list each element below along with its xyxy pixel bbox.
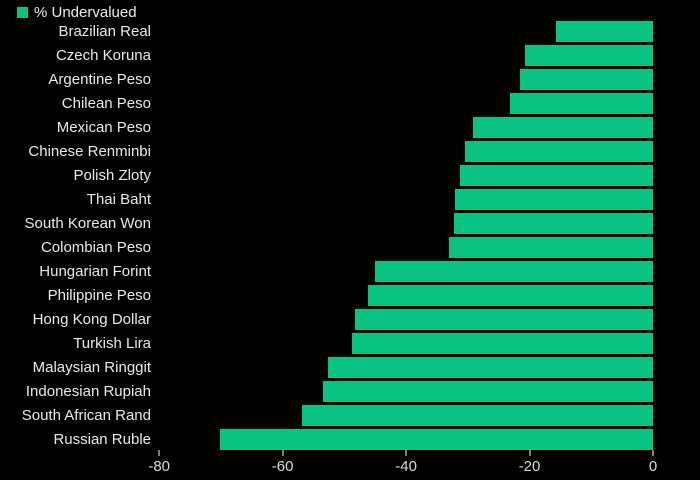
plot-cell xyxy=(153,381,653,405)
chart-row: South African Rand xyxy=(0,405,653,429)
plot-cell xyxy=(153,213,653,237)
legend-label: % Undervalued xyxy=(34,4,137,21)
chart-row: Chinese Renminbi xyxy=(0,141,653,165)
category-label-hong-kong-dollar: Hong Kong Dollar xyxy=(32,311,151,328)
chart-row: Chilean Peso xyxy=(0,93,653,117)
chart-row: Malaysian Ringgit xyxy=(0,357,653,381)
x-axis: -80 -60 -40 -20 0 xyxy=(148,450,657,480)
category-label-south-african-rand: South African Rand xyxy=(21,407,151,424)
plot-cell xyxy=(153,45,653,69)
x-axis-tick-label: -20 xyxy=(518,458,541,475)
category-label-south-korean-won: South Korean Won xyxy=(24,215,151,232)
chart-row: Polish Zloty xyxy=(0,165,653,189)
plot-cell xyxy=(153,285,653,309)
plot-cell xyxy=(153,309,653,333)
category-label-hungarian-forint: Hungarian Forint xyxy=(39,263,151,280)
bar-chilean-peso xyxy=(510,93,653,114)
x-axis-tick-mark xyxy=(158,450,161,456)
chart-row: Colombian Peso xyxy=(0,237,653,261)
chart-row: Argentine Peso xyxy=(0,69,653,93)
x-axis-tick-label: -40 xyxy=(395,458,417,475)
category-label-argentine-peso: Argentine Peso xyxy=(48,71,151,88)
chart-row: Hungarian Forint xyxy=(0,261,653,285)
plot-cell xyxy=(153,405,653,429)
chart-row: Indonesian Rupiah xyxy=(0,381,653,405)
bar-hungarian-forint xyxy=(374,261,653,282)
bar-hong-kong-dollar xyxy=(354,309,653,330)
chart-row: Hong Kong Dollar xyxy=(0,309,653,333)
plot-cell xyxy=(153,117,653,141)
bar-mexican-peso xyxy=(473,117,653,138)
chart-row: Turkish Lira xyxy=(0,333,653,357)
x-axis-tick-mark xyxy=(281,450,284,456)
chart-row: Mexican Peso xyxy=(0,117,653,141)
plot-cell xyxy=(153,189,653,213)
plot-cell xyxy=(153,357,653,381)
x-axis-tick-mark xyxy=(652,450,654,456)
plot-cell xyxy=(153,93,653,117)
category-label-philippine-peso: Philippine Peso xyxy=(47,287,151,304)
x-axis-tick-mark xyxy=(405,450,408,456)
category-label-indonesian-rupiah: Indonesian Rupiah xyxy=(25,383,151,400)
chart-row: Thai Baht xyxy=(0,189,653,213)
bars-area: Brazilian Real Czech Koruna Argentine Peso… xyxy=(0,21,653,453)
x-axis-tick-label: -60 xyxy=(271,458,294,475)
bar-russian-ruble xyxy=(220,429,653,450)
bar-south-african-rand xyxy=(301,405,653,426)
category-label-chinese-renminbi: Chinese Renminbi xyxy=(28,143,151,160)
bar-czech-koruna xyxy=(524,45,653,66)
plot-cell xyxy=(153,69,653,93)
legend-swatch-icon xyxy=(17,7,28,18)
plot-cell xyxy=(153,21,653,45)
bar-brazilian-real xyxy=(556,21,653,42)
chart-row: Brazilian Real xyxy=(0,21,653,45)
chart-row: South Korean Won xyxy=(0,213,653,237)
plot-cell xyxy=(153,141,653,165)
plot-cell xyxy=(153,261,653,285)
x-axis-tick-label: -80 xyxy=(148,458,171,475)
bar-chinese-renminbi xyxy=(465,141,653,162)
chart-row: Czech Koruna xyxy=(0,45,653,69)
x-axis-tick-label: 0 xyxy=(648,458,658,475)
plot-cell xyxy=(153,429,653,453)
category-label-brazilian-real: Brazilian Real xyxy=(58,23,151,40)
bar-colombian-peso xyxy=(449,237,653,258)
plot-cell xyxy=(153,165,653,189)
bar-indonesian-rupiah xyxy=(323,381,653,402)
bar-thai-baht xyxy=(455,189,653,210)
category-label-polish-zloty: Polish Zloty xyxy=(73,167,151,184)
bar-argentine-peso xyxy=(519,69,653,90)
bar-malaysian-ringgit xyxy=(327,357,653,378)
category-label-mexican-peso: Mexican Peso xyxy=(56,119,151,136)
plot-cell xyxy=(153,237,653,261)
bar-philippine-peso xyxy=(368,285,653,306)
bar-polish-zloty xyxy=(460,165,653,186)
bar-turkish-lira xyxy=(352,333,653,354)
chart-row: Russian Ruble xyxy=(0,429,653,453)
category-label-turkish-lira: Turkish Lira xyxy=(73,335,151,352)
chart-legend: % Undervalued xyxy=(17,4,137,21)
x-axis-tick-mark xyxy=(528,450,531,456)
bar-south-korean-won xyxy=(453,213,653,234)
chart-row: Philippine Peso xyxy=(0,285,653,309)
category-label-malaysian-ringgit: Malaysian Ringgit xyxy=(32,359,151,376)
plot-cell xyxy=(153,333,653,357)
category-label-russian-ruble: Russian Ruble xyxy=(53,431,151,448)
category-label-czech-koruna: Czech Koruna xyxy=(55,47,151,64)
category-label-thai-baht: Thai Baht xyxy=(86,191,151,208)
category-label-colombian-peso: Colombian Peso xyxy=(40,239,151,256)
category-label-chilean-peso: Chilean Peso xyxy=(61,95,151,112)
